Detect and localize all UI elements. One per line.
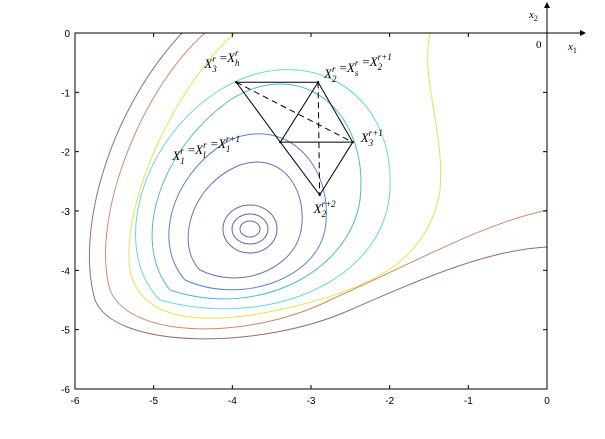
label-base: X: [194, 142, 204, 157]
label-base: X: [203, 56, 213, 71]
label-operator: =: [340, 60, 347, 75]
label-sub: 3: [368, 138, 374, 148]
label-sub: h: [235, 58, 240, 68]
x-tick-label: -6: [71, 396, 80, 407]
label-base: x: [567, 41, 573, 53]
label-sup: r: [235, 48, 239, 58]
simplex-vertex: [279, 140, 282, 144]
label-sub: 2: [332, 74, 337, 84]
simplex-vertex: [235, 81, 238, 84]
simplex-edge-dashed: [317, 82, 321, 195]
label-sup: r+2: [322, 199, 337, 209]
y-tick-label: -5: [61, 326, 70, 337]
x-tick-label: -5: [149, 396, 158, 407]
contour-line: [239, 220, 261, 238]
vertex-label: X3r =Xhr: [203, 48, 240, 74]
label-operator: =: [220, 50, 227, 65]
vertex-label: X3r+1: [360, 128, 383, 148]
contour-line: [128, 33, 442, 319]
x-tick-label: -1: [464, 396, 473, 407]
x-tick-label: -4: [228, 396, 237, 407]
label-operator: =: [362, 54, 369, 69]
label-sup: r+1: [378, 52, 392, 62]
label-base: x: [528, 9, 534, 21]
x-tick-label: 0: [544, 396, 550, 407]
label-sub: 1: [180, 156, 185, 166]
y-tick-label: -6: [61, 385, 70, 396]
label-sup: r: [203, 140, 207, 150]
indicator-x-label: x1: [567, 41, 577, 55]
label-base: X: [217, 136, 227, 151]
simplex-edge: [235, 81, 281, 143]
label-base: X: [313, 201, 323, 216]
vertex-label: X2r =Xsr =X2r+1: [323, 52, 392, 84]
contour-line: [105, 33, 547, 330]
label-sub: l: [203, 150, 206, 160]
vertex-label: X2r+2: [313, 199, 337, 219]
label-base: X: [346, 60, 356, 75]
contour-line: [187, 161, 303, 279]
label-base: X: [369, 54, 379, 69]
contour-line: [231, 213, 269, 245]
contour-line: [222, 204, 278, 254]
simplex-edge-dashed: [236, 81, 353, 143]
label-sup: r: [212, 54, 216, 64]
x-tick-label: -2: [385, 396, 394, 407]
label-sub: 2: [378, 62, 383, 72]
label-sub: 2: [322, 209, 327, 219]
indicator-y-label: x2: [528, 9, 538, 23]
arrow-head: [580, 30, 586, 36]
arrow-head: [544, 2, 550, 8]
contour-line: [168, 133, 327, 291]
label-sup: r: [355, 58, 359, 68]
label-sub: s: [355, 68, 359, 78]
contours: [89, 33, 547, 340]
simplex-vertex: [318, 193, 321, 197]
y-tick-label: 0: [64, 29, 70, 40]
label-sup: r+1: [226, 134, 240, 144]
y-tick-label: -1: [61, 88, 70, 99]
label-base: X: [323, 66, 333, 81]
x-tick-label: -3: [307, 396, 316, 407]
label-sub: 1: [573, 46, 577, 55]
simplex-edge: [317, 81, 354, 143]
label-sup: r: [180, 146, 184, 156]
simplex-vertex: [351, 140, 354, 144]
label-sub: 2: [534, 14, 538, 23]
label-sub: 3: [211, 64, 217, 74]
label-sup: r+1: [369, 128, 383, 138]
label-sub: 1: [226, 144, 231, 154]
label-sup: r: [332, 64, 336, 74]
vertex-label: X1r =Xlr =X1r+1: [171, 134, 240, 166]
y-tick-label: -4: [61, 266, 70, 277]
label-base: X: [226, 50, 236, 65]
contour-line: [135, 69, 391, 310]
simplex-edge: [279, 81, 319, 143]
label-base: X: [360, 130, 370, 145]
contour-line: [89, 33, 547, 340]
simplex-edge: [279, 141, 321, 196]
indicator-origin: 0: [536, 39, 542, 51]
label-operator: =: [188, 142, 195, 157]
simplex-edge: [319, 141, 354, 196]
contour-line: [151, 83, 362, 300]
y-tick-label: -2: [61, 148, 70, 159]
simplex-vertex: [316, 81, 320, 84]
label-base: X: [171, 148, 181, 163]
y-tick-label: -3: [61, 207, 70, 218]
label-operator: =: [211, 136, 218, 151]
